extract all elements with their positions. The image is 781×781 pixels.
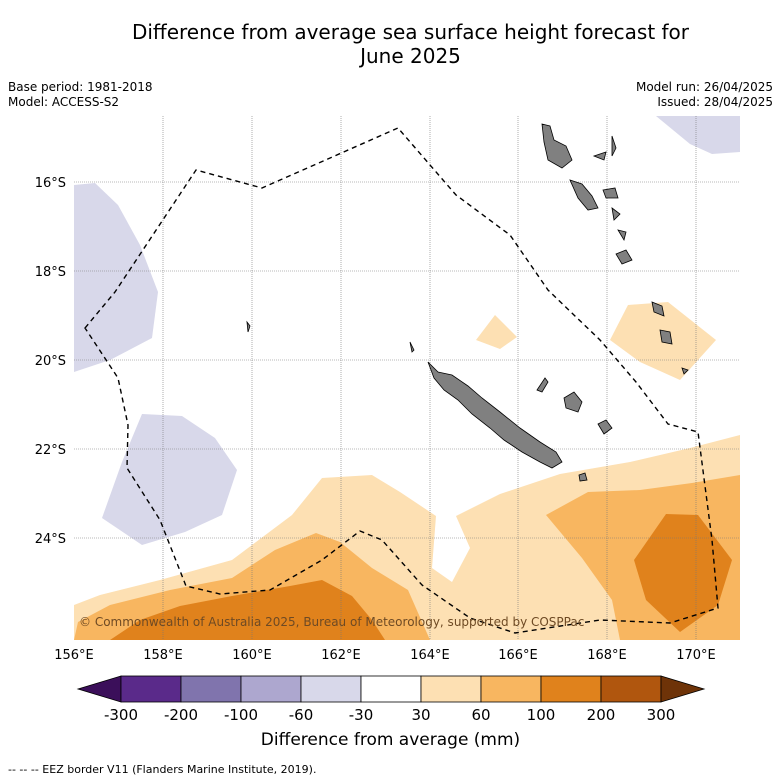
issued-date: Issued: 28/04/2025 (657, 95, 773, 109)
model-name: Model: ACCESS-S2 (8, 95, 120, 109)
colorbar-bin (120, 675, 182, 703)
anomaly-region-positive-100-200 (110, 580, 385, 640)
epi-island (611, 207, 621, 221)
lat-tick-label: 16°S (35, 176, 66, 191)
colorbar-extend-high (660, 675, 706, 703)
lat-tick-label: 24°S (35, 532, 66, 547)
base-period: Base period: 1981-2018 (8, 80, 153, 94)
colorbar-bin (360, 675, 422, 703)
colorbar-bin (480, 675, 542, 703)
colorbar (76, 675, 706, 703)
model-run: Model run: 26/04/2025 (635, 80, 773, 94)
colorbar-tick-label: -30 (349, 706, 374, 724)
lon-tick-label: 160°E (232, 648, 272, 663)
pentecost-island (602, 187, 619, 199)
colorbar-tick-label: 300 (647, 706, 676, 724)
belep-islet (409, 341, 415, 353)
lon-tick-label: 168°E (587, 648, 627, 663)
efate-island (617, 229, 627, 242)
map-area: © Commonwealth of Australia 2025, Bureau… (74, 116, 740, 640)
aneityum-island (659, 329, 673, 345)
colorbar-bin (600, 675, 662, 703)
colorbar-tick-label: 60 (471, 706, 490, 724)
run-info: Model run: 26/04/2025 Issued: 28/04/2025 (636, 80, 773, 110)
colorbar-tick-label: 200 (587, 706, 616, 724)
colorbar-tick-label: -300 (104, 706, 138, 724)
ambae-island (592, 151, 607, 161)
lon-tick-label: 164°E (410, 648, 450, 663)
lon-tick-label: 158°E (143, 648, 183, 663)
anomaly-region-positive-30-60-islet (476, 315, 517, 349)
erromango-island (615, 249, 633, 265)
lon-tick-label: 166°E (498, 648, 538, 663)
colorbar-tick-label: -60 (289, 706, 314, 724)
map-title: Difference from average sea surface heig… (40, 20, 781, 68)
lon-tick-label: 156°E (54, 648, 94, 663)
lat-tick-label: 20°S (35, 354, 66, 369)
grid-lines (74, 116, 740, 640)
colorbar-tick-label: 100 (527, 706, 556, 724)
colorbar-tick-label: 30 (411, 706, 430, 724)
matthew-islet (681, 367, 689, 375)
title-line-1: Difference from average sea surface heig… (131, 20, 690, 44)
colorbar-bin (240, 675, 302, 703)
lat-tick-label: 22°S (35, 443, 66, 458)
base-info: Base period: 1981-2018 Model: ACCESS-S2 (8, 80, 153, 110)
chesterfield-islet (246, 320, 251, 333)
lon-tick-label: 162°E (321, 648, 361, 663)
anomaly-region-negative-southwest (102, 414, 237, 545)
land-masses (246, 123, 689, 482)
isle-of-pines (578, 472, 588, 482)
maewo-island (611, 135, 617, 157)
colorbar-bin (180, 675, 242, 703)
lifou-island (563, 391, 583, 413)
anomaly-region-negative-west (74, 183, 158, 372)
colorbar-ticks: -300 -200 -100 -60 -30 30 60 100 200 300 (104, 706, 675, 724)
copyright-notice: © Commonwealth of Australia 2025, Bureau… (79, 615, 584, 629)
mare-island (597, 419, 613, 435)
eez-legend-note: -- -- -- EEZ border V11 (Flanders Marine… (8, 763, 317, 776)
espiritu-santo-island (541, 123, 573, 169)
anomaly-region-negative-northeast (656, 116, 740, 154)
malekula-island (569, 179, 599, 211)
ouvea-island (536, 377, 549, 393)
new-caledonia-island (427, 361, 563, 469)
colorbar-bin (540, 675, 602, 703)
colorbar-tick-label: -200 (164, 706, 198, 724)
eez-border-line (84, 127, 719, 634)
lat-tick-label: 18°S (35, 265, 66, 280)
colorbar-title: Difference from average (mm) (260, 730, 521, 750)
lon-tick-label: 170°E (676, 648, 716, 663)
title-line-2: June 2025 (360, 44, 461, 68)
anomaly-region-positive-100-200-east (634, 514, 732, 632)
lon-axis: 156°E 158°E 160°E 162°E 164°E 166°E 168°… (54, 648, 716, 663)
lat-axis: 16°S 18°S 20°S 22°S 24°S (35, 176, 66, 547)
tanna-island (651, 301, 665, 317)
colorbar-extend-low (76, 675, 122, 703)
colorbar-bin (300, 675, 362, 703)
colorbar-tick-label: -100 (224, 706, 258, 724)
colorbar-bin (420, 675, 482, 703)
